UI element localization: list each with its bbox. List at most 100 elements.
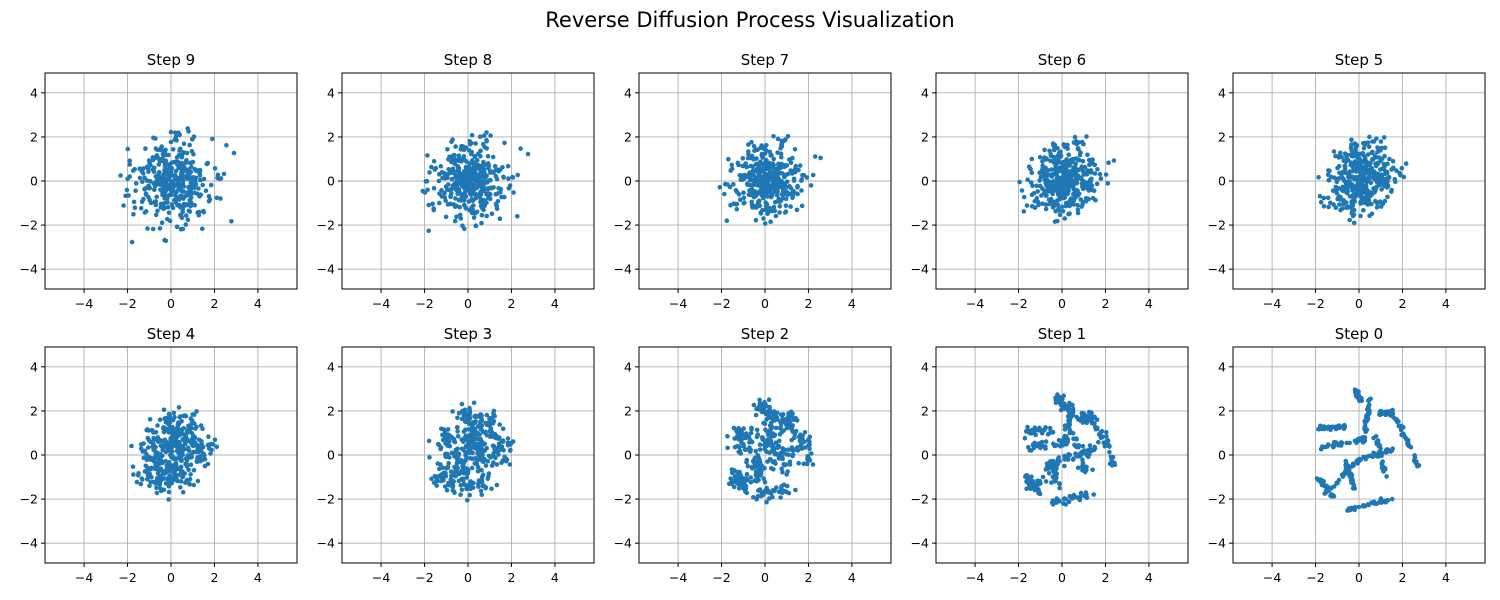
y-tick-label: −4 xyxy=(1208,262,1226,277)
scatter-point xyxy=(176,405,182,410)
scatter-point xyxy=(1042,147,1047,153)
scatter-point xyxy=(1055,187,1060,193)
scatter-point xyxy=(480,141,486,147)
scatter-point xyxy=(202,456,208,462)
scatter-point xyxy=(764,485,769,491)
scatter-point xyxy=(1057,485,1062,491)
scatter-point xyxy=(473,223,479,228)
subplot-1: −4 −2 0 2 4 −4 −2 0 2 4 Step 9 xyxy=(20,51,298,311)
scatter-point xyxy=(1056,181,1061,187)
scatter-point xyxy=(191,152,196,157)
scatter-point xyxy=(469,440,475,446)
scatter-point xyxy=(142,469,148,474)
scatter-point xyxy=(495,167,501,173)
scatter-point xyxy=(431,186,437,191)
scatter-point xyxy=(147,417,153,422)
scatter-point xyxy=(1380,459,1385,464)
scatter-point xyxy=(1054,198,1060,203)
scatter-point xyxy=(191,467,197,473)
scatter-point xyxy=(463,194,469,199)
scatter-point xyxy=(1056,154,1061,160)
scatter-point xyxy=(1365,140,1371,145)
scatter-point xyxy=(152,165,157,171)
scatter-point xyxy=(1328,492,1334,498)
scatter-point xyxy=(1314,476,1320,481)
scatter-point xyxy=(189,421,194,427)
scatter-point xyxy=(445,443,450,448)
scatter-point xyxy=(1077,152,1083,158)
scatter-point xyxy=(481,188,487,193)
scatter-point xyxy=(1037,178,1042,183)
scatter-point xyxy=(1376,442,1381,447)
scatter-point xyxy=(188,462,194,468)
scatter-point xyxy=(1343,200,1349,205)
scatter-point xyxy=(174,155,180,160)
scatter-point xyxy=(179,188,184,194)
scatter-point xyxy=(1401,425,1406,430)
scatter-point xyxy=(515,214,520,219)
scatter-point xyxy=(470,198,475,204)
x-tick-label: 4 xyxy=(551,570,559,585)
scatter-point xyxy=(173,134,179,140)
scatter-point xyxy=(1043,157,1048,162)
scatter-point xyxy=(1077,451,1083,457)
scatter-point xyxy=(1059,204,1065,210)
x-tick-label: 2 xyxy=(210,570,218,585)
scatter-point xyxy=(729,162,735,168)
scatter-point xyxy=(784,472,789,477)
y-tick-label: −2 xyxy=(1208,218,1226,233)
scatter-point xyxy=(779,139,785,145)
scatter-point xyxy=(767,172,773,178)
scatter-point xyxy=(169,480,174,486)
scatter-point xyxy=(455,191,460,197)
scatter-point xyxy=(153,199,159,204)
scatter-point xyxy=(1375,145,1380,151)
scatter-point xyxy=(446,157,451,162)
scatter-point xyxy=(471,215,477,220)
scatter-point xyxy=(174,477,179,483)
scatter-point xyxy=(1333,205,1339,210)
scatter-point xyxy=(168,165,174,171)
scatter-point xyxy=(759,185,765,190)
scatter-point xyxy=(143,209,149,214)
scatter-point xyxy=(734,469,739,475)
scatter-point xyxy=(437,466,442,472)
scatter-point xyxy=(1080,420,1086,425)
scatter-point xyxy=(163,147,168,153)
scatter-point xyxy=(1388,409,1393,415)
scatter-point xyxy=(1380,166,1386,171)
scatter-point xyxy=(743,173,749,178)
scatter-point xyxy=(736,486,742,491)
scatter-point xyxy=(186,467,191,473)
scatter-point xyxy=(1319,482,1325,488)
scatter-point xyxy=(210,136,215,142)
scatter-point xyxy=(475,451,480,456)
x-tick-label: 0 xyxy=(464,296,472,311)
scatter-point xyxy=(1330,443,1335,449)
scatter-point xyxy=(808,183,814,188)
scatter-point xyxy=(133,188,138,193)
scatter-point xyxy=(196,186,201,191)
scatter-point xyxy=(1062,181,1068,187)
scatter-point xyxy=(494,462,500,467)
scatter-point xyxy=(1348,162,1353,168)
scatter-point xyxy=(150,226,156,232)
scatter-point xyxy=(164,463,169,469)
scatter-point xyxy=(479,220,484,226)
scatter-point xyxy=(1324,488,1329,494)
scatter-point xyxy=(473,195,479,201)
y-tick-label: −4 xyxy=(317,262,335,277)
scatter-point xyxy=(1373,198,1378,204)
scatter-point xyxy=(467,456,473,461)
scatter-point xyxy=(1080,169,1086,174)
x-tick-label: 2 xyxy=(210,296,218,311)
scatter-point xyxy=(466,414,472,419)
scatter-point xyxy=(1362,176,1368,181)
scatter-point xyxy=(731,484,737,490)
scatter-point xyxy=(153,449,158,455)
scatter-point xyxy=(180,209,185,215)
scatter-point xyxy=(133,181,139,186)
scatter-point xyxy=(1336,186,1341,191)
x-tick-label: 4 xyxy=(254,296,262,311)
scatter-point xyxy=(1334,179,1340,185)
